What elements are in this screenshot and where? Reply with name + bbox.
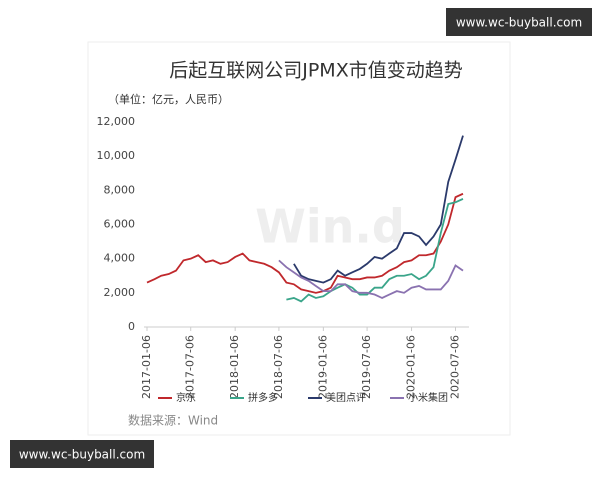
y-tick-label: 12,000 bbox=[97, 115, 136, 128]
chart-title: 后起互联网公司JPMX市值变动趋势 bbox=[169, 60, 462, 82]
watermark: www.wc-buyball.com bbox=[456, 16, 582, 30]
legend-label: 小米集团 bbox=[408, 391, 448, 404]
x-tick-label: 2018-01-06 bbox=[228, 335, 241, 399]
series-line bbox=[286, 198, 464, 303]
x-tick-label: 2017-07-06 bbox=[184, 335, 197, 399]
legend-label: 拼多多 bbox=[248, 391, 278, 404]
watermark: Win.d bbox=[255, 200, 405, 254]
watermark-box bbox=[446, 8, 592, 36]
y-tick-label: 2,000 bbox=[104, 286, 136, 299]
y-tick-label: 6,000 bbox=[104, 218, 136, 231]
series-line bbox=[278, 259, 464, 299]
x-tick-label: 2020-01-06 bbox=[405, 335, 418, 399]
x-tick-label: 2017-01-06 bbox=[140, 335, 153, 399]
x-tick-label: 2019-01-06 bbox=[316, 335, 329, 399]
x-tick-label: 2020-07-06 bbox=[449, 335, 462, 399]
y-tick-label: 10,000 bbox=[97, 149, 136, 162]
watermark: www.wc-buyball.com bbox=[19, 448, 145, 462]
x-tick-label: 2018-07-06 bbox=[272, 335, 285, 399]
y-tick-label: 4,000 bbox=[104, 252, 136, 265]
source: 数据来源：Wind bbox=[128, 413, 218, 428]
series-line bbox=[146, 192, 464, 294]
x-tick-label: 2019-07-06 bbox=[360, 335, 373, 399]
series-line bbox=[293, 135, 464, 284]
legend-label: 美团点评 bbox=[326, 391, 366, 404]
y-tick-label: 8,000 bbox=[104, 183, 136, 196]
legend-label: 京东 bbox=[176, 391, 196, 404]
subtitle: （单位：亿元，人民币） bbox=[108, 92, 229, 106]
y-tick-label: 0 bbox=[128, 320, 135, 333]
watermark-box bbox=[10, 440, 154, 468]
